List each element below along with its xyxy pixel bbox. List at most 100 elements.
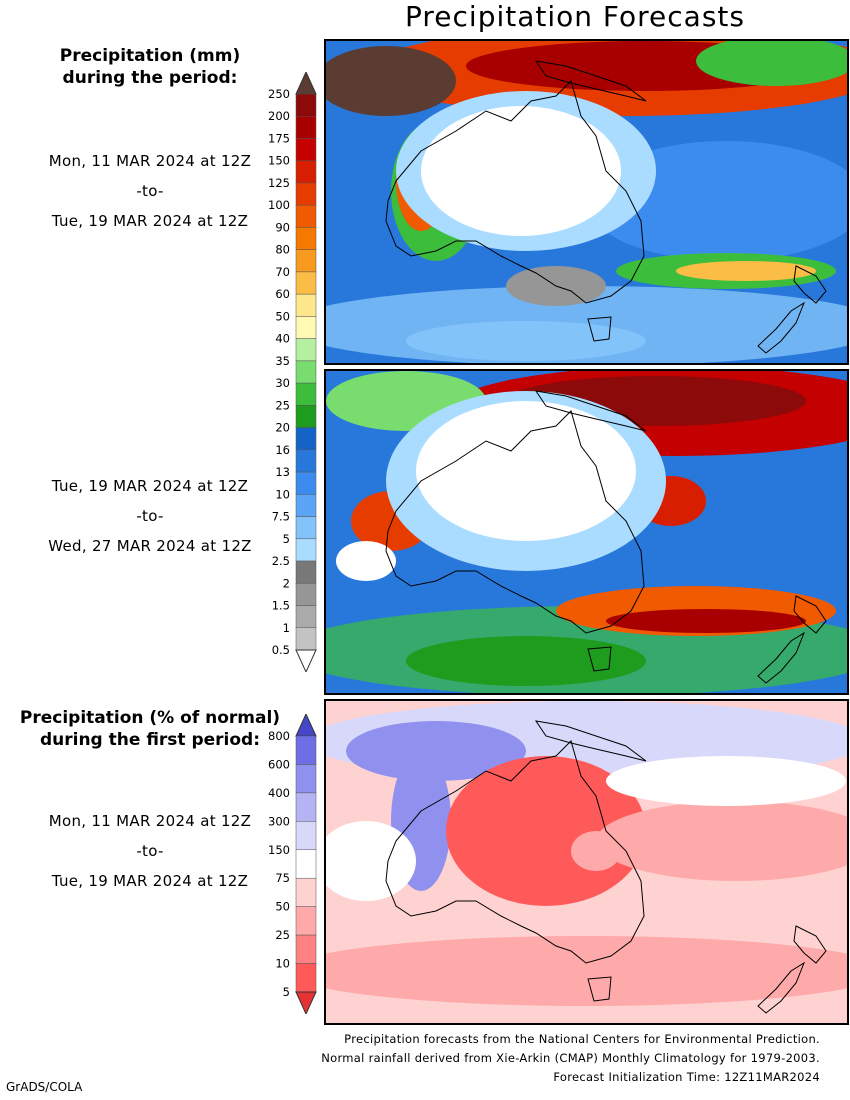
colorbar-segment: [295, 735, 317, 765]
colorbar-tick-label: 70: [275, 265, 290, 279]
colorbar-segment: [295, 877, 317, 907]
colorbar-segment: [295, 494, 317, 517]
colorbar-tick-label: 25: [275, 928, 290, 942]
tasmania-coastline: [587, 976, 612, 1002]
page-title: Precipitation Forecasts: [405, 0, 745, 33]
colorbar-tick-label: 40: [275, 332, 290, 346]
precip-field: [676, 261, 816, 281]
panel3-to-label: -to-: [136, 842, 164, 860]
colorbar-tick-label: 80: [275, 243, 290, 257]
colorbar-tick-label: 20: [275, 421, 290, 435]
new-guinea-coastline: [534, 390, 647, 432]
panel2-dates: Tue, 19 MAR 2024 at 12Z -to- Wed, 27 MAR…: [0, 471, 300, 561]
footer-line-3: Forecast Initialization Time: 12Z11MAR20…: [553, 1070, 820, 1084]
precip-field: [326, 46, 456, 116]
precip-field: [336, 541, 396, 581]
nz-north-coastline: [793, 265, 827, 304]
colorbar-segment: [295, 249, 317, 273]
footer-notes: Precipitation forecasts from the Nationa…: [321, 1030, 820, 1087]
colorbar-segment: [295, 382, 317, 406]
colorbar-segment: [295, 560, 317, 584]
percent-colorbar: 800 600 400 300 150 75 50 25 10 5: [250, 712, 330, 1016]
panel1-heading-line2: during the period:: [62, 68, 238, 88]
colorbar-tick-label: 50: [275, 900, 290, 914]
colorbar-tick-label: 175: [268, 131, 290, 145]
nz-south-coastline: [757, 631, 806, 684]
colorbar-tick-label: 300: [268, 814, 290, 828]
new-guinea-coastline: [534, 720, 647, 762]
panel2-start-date: Tue, 19 MAR 2024 at 12Z: [51, 477, 249, 495]
colorbar-segment: [295, 471, 317, 495]
colorbar-segment: [295, 538, 317, 562]
colorbar-segment: [295, 792, 317, 822]
nz-south-coastline: [757, 301, 806, 354]
colorbar-tick-label: 50: [275, 309, 290, 323]
colorbar-tick-label: 10: [275, 487, 290, 501]
colorbar-segment: [295, 293, 317, 317]
panel3-heading-line1: Precipitation (% of normal): [19, 708, 281, 728]
colorbar-segment: [295, 204, 317, 228]
grads-credit: GrADS/COLA: [6, 1080, 83, 1094]
tasmania-coastline: [587, 316, 612, 342]
percent-normal-map: [324, 699, 849, 1025]
precip-field: [421, 106, 621, 236]
colorbar-segment: [295, 160, 317, 184]
precip-field: [346, 721, 526, 781]
colorbar-tick-label: 800: [268, 729, 290, 743]
colorbar-segment: [295, 182, 317, 206]
panel1-start-date: Mon, 11 MAR 2024 at 12Z: [48, 152, 252, 170]
colorbar-top-arrow: [295, 70, 317, 95]
colorbar-tick-label: 10: [275, 957, 290, 971]
nz-north-coastline: [793, 595, 827, 634]
colorbar-segment: [295, 93, 317, 117]
colorbar-tick-label: 25: [275, 398, 290, 412]
colorbar-segment: [295, 934, 317, 964]
footer-line-1: Precipitation forecasts from the Nationa…: [344, 1032, 820, 1046]
australia-coastline: [385, 410, 645, 634]
panel3-start-date: Mon, 11 MAR 2024 at 12Z: [48, 812, 252, 830]
colorbar-segment: [295, 271, 317, 295]
colorbar-bottom-arrow: [295, 991, 317, 1016]
colorbar-tick-label: 200: [268, 109, 290, 123]
panel1-heading: Precipitation (mm) during the period:: [0, 45, 300, 89]
nz-north-coastline: [793, 925, 827, 964]
colorbar-segment: [295, 405, 317, 428]
colorbar-segment: [295, 583, 317, 606]
australia-coastline: [385, 740, 645, 964]
panel1-dates: Mon, 11 MAR 2024 at 12Z -to- Tue, 19 MAR…: [0, 146, 300, 236]
colorbar-tick-label: 250: [268, 87, 290, 101]
colorbar-tick-label: 400: [268, 786, 290, 800]
colorbar-segment: [295, 316, 317, 339]
panel3-heading-line2: during the first period:: [39, 730, 261, 750]
forecast-map-period1: [324, 39, 849, 365]
colorbar-segment: [295, 963, 317, 993]
colorbar-segment: [295, 821, 317, 851]
colorbar-segment: [295, 427, 317, 451]
panel3-end-date: Tue, 19 MAR 2024 at 12Z: [51, 872, 249, 890]
colorbar-tick-label: 1: [283, 621, 290, 635]
colorbar-segment: [295, 360, 317, 384]
panel2-end-date: Wed, 27 MAR 2024 at 12Z: [48, 537, 252, 555]
colorbar-tick-label: 90: [275, 220, 290, 234]
precip-field: [696, 41, 847, 86]
colorbar-tick-label: 5: [283, 532, 290, 546]
precip-field: [416, 401, 636, 541]
colorbar-tick-label: 5: [283, 985, 290, 999]
colorbar-tick-label: 13: [275, 465, 290, 479]
precip-field: [326, 821, 416, 901]
colorbar-segment: [295, 627, 317, 651]
precip-field: [596, 801, 847, 881]
panel1-heading-line1: Precipitation (mm): [59, 46, 241, 66]
colorbar-tick-label: 150: [268, 843, 290, 857]
colorbar-tick-label: 125: [268, 176, 290, 190]
colorbar-top-arrow: [295, 712, 317, 737]
colorbar-tick-label: 2.5: [272, 554, 290, 568]
panel3-dates: Mon, 11 MAR 2024 at 12Z -to- Tue, 19 MAR…: [0, 806, 300, 896]
colorbar-tick-label: 60: [275, 287, 290, 301]
colorbar-segment: [295, 605, 317, 629]
colorbar-tick-label: 100: [268, 198, 290, 212]
precip-field: [606, 609, 806, 633]
colorbar-tick-label: 16: [275, 443, 290, 457]
precip-field: [406, 321, 646, 361]
colorbar-segment: [295, 138, 317, 161]
